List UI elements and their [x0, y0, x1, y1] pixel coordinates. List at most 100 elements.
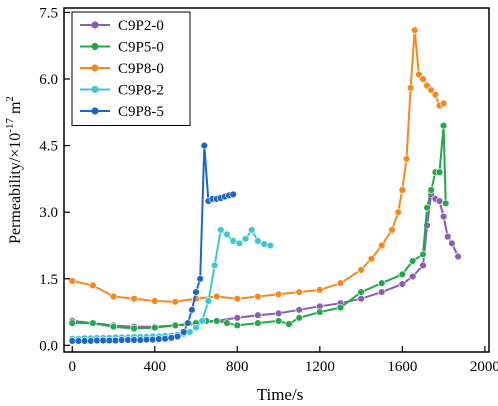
data-point	[295, 288, 303, 296]
legend-item: C9P8-2	[80, 83, 164, 99]
data-point	[254, 319, 262, 327]
data-point	[233, 321, 242, 330]
data-point	[431, 90, 440, 99]
data-point	[151, 297, 159, 305]
y-tick-label: 7.5	[39, 5, 58, 21]
data-point	[229, 237, 237, 245]
data-point	[105, 336, 114, 345]
data-point	[87, 337, 95, 345]
data-point	[411, 26, 419, 34]
plot-border	[63, 7, 490, 353]
data-point	[419, 261, 427, 270]
data-point	[316, 286, 324, 294]
data-point	[124, 336, 132, 344]
data-point	[439, 212, 448, 221]
data-point	[233, 295, 242, 303]
series-C9P8-0	[68, 26, 448, 306]
data-point	[409, 272, 417, 281]
x-tick-label: 400	[144, 359, 167, 375]
data-point	[233, 314, 242, 322]
legend-label: C9P8-5	[118, 104, 164, 120]
legend-label: C9P5-0	[118, 40, 164, 56]
data-point	[130, 295, 138, 303]
data-point	[130, 324, 138, 333]
data-point	[398, 186, 406, 194]
data-point	[398, 270, 406, 278]
data-point	[394, 208, 402, 216]
plot-area	[63, 7, 490, 353]
x-tick-label: 0	[69, 359, 77, 375]
y-axis-label-unit-exponent: 2	[4, 96, 16, 102]
data-point	[357, 295, 365, 303]
axes: 0 400 800 1200 1600 2000 0.0 1.5 3.0 4.5 6.0 7.5	[39, 5, 498, 375]
data-point	[378, 279, 386, 287]
data-point	[388, 226, 396, 234]
data-point	[68, 337, 77, 345]
data-point	[336, 279, 345, 287]
data-point	[161, 335, 169, 343]
data-point	[173, 332, 182, 341]
y-tick-label: 1.5	[39, 272, 58, 288]
data-point	[402, 155, 411, 163]
y-axis-label-prefix: Permeability/×10	[7, 133, 24, 244]
legend-marker	[91, 21, 99, 29]
data-point	[260, 240, 268, 248]
data-point	[423, 204, 431, 212]
y-tick-label: 0.0	[39, 338, 58, 354]
legend-marker	[91, 107, 99, 115]
data-point	[266, 241, 274, 250]
data-point	[180, 328, 188, 336]
series-C9P5-0	[68, 121, 450, 333]
data-point	[442, 199, 450, 208]
data-point	[184, 319, 192, 327]
data-point	[398, 280, 406, 288]
data-point	[248, 226, 256, 234]
data-point	[188, 306, 196, 314]
legend-marker	[91, 64, 99, 72]
data-point	[295, 306, 303, 314]
data-point	[171, 298, 180, 306]
y-tick-label: 6.0	[39, 72, 58, 88]
series-C9P2-0	[68, 190, 462, 331]
data-point	[254, 311, 262, 319]
data-point	[74, 337, 83, 345]
series-line	[72, 145, 234, 342]
data-point	[210, 261, 219, 270]
data-point	[223, 319, 231, 327]
data-point	[419, 250, 427, 259]
data-point	[192, 288, 200, 296]
data-point	[229, 190, 237, 199]
data-point	[439, 99, 448, 108]
data-point	[406, 84, 415, 92]
data-point	[109, 323, 118, 331]
x-tick-label: 1600	[387, 359, 417, 375]
data-point	[151, 323, 159, 332]
data-point	[142, 335, 151, 344]
data-point	[454, 252, 462, 261]
data-point	[99, 336, 107, 345]
data-point	[118, 336, 126, 344]
data-point	[427, 86, 435, 94]
data-point	[93, 336, 101, 345]
data-point	[419, 75, 427, 83]
data-point	[357, 288, 365, 296]
data-point	[89, 319, 97, 327]
data-point	[196, 275, 204, 283]
data-point	[409, 257, 417, 265]
data-point	[109, 292, 118, 301]
legend-item: C9P8-0	[80, 61, 164, 77]
data-point	[274, 309, 283, 318]
x-tick-label: 1200	[305, 359, 335, 375]
data-point	[155, 335, 163, 343]
data-point	[192, 323, 200, 332]
y-tick-label: 3.0	[39, 205, 58, 221]
data-point	[136, 336, 145, 344]
data-point	[427, 186, 435, 194]
y-tick-label: 4.5	[39, 139, 58, 155]
data-point	[254, 237, 262, 245]
data-point	[217, 226, 225, 234]
y-axis-label: Permeability/×10-17 m2	[4, 96, 24, 244]
data-point	[204, 297, 213, 305]
data-point	[200, 141, 209, 150]
